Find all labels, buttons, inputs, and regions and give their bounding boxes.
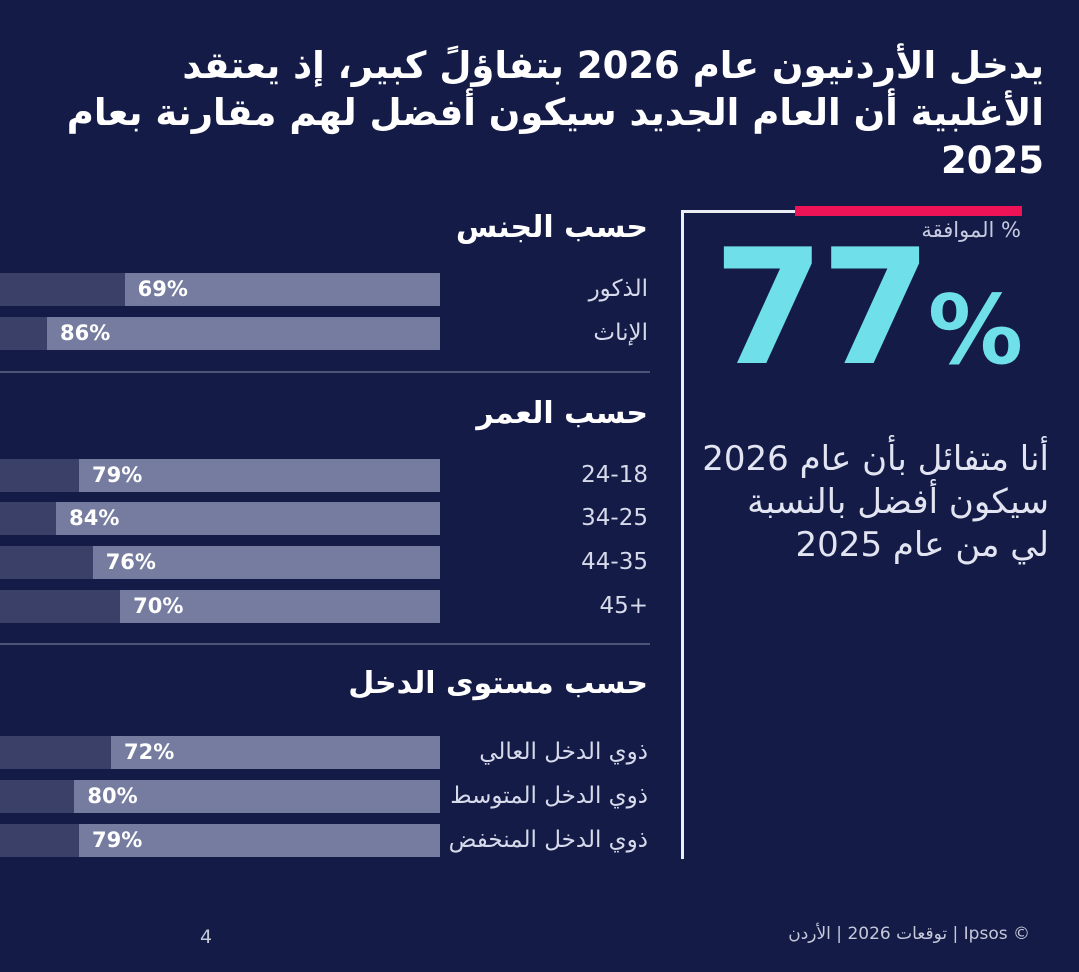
headline-statistic: 77% bbox=[713, 228, 1023, 388]
bar-value-label: 84% bbox=[69, 506, 120, 530]
page-number: 4 bbox=[200, 926, 213, 948]
bar-track: 80% bbox=[0, 780, 440, 813]
headline-statistic-value: 77 bbox=[713, 214, 932, 401]
section-header-age: حسب العمر bbox=[476, 396, 648, 431]
bar-track: 76% bbox=[0, 546, 440, 579]
bar-fill-income-low: 79% bbox=[78, 824, 440, 857]
row-label-females: الإناث bbox=[593, 320, 648, 346]
bar-value-label: 80% bbox=[87, 784, 138, 808]
bar-fill-age-18-24: 79% bbox=[78, 459, 440, 492]
section-header-gender: حسب الجنس bbox=[455, 210, 648, 245]
bar-fill-age-25-34: 84% bbox=[56, 502, 440, 535]
bar-fill-income-middle: 80% bbox=[74, 780, 440, 813]
accent-red-bar bbox=[795, 206, 1022, 216]
bar-track: 86% bbox=[0, 317, 440, 350]
bar-value-label: 79% bbox=[91, 463, 143, 487]
survey-statement: أنا متفائل بأن عام 2026 سيكون أفضل بالنس… bbox=[702, 439, 1049, 566]
row-label-age-45plus: 45+ bbox=[599, 593, 648, 619]
bar-fill-females: 86% bbox=[46, 317, 440, 350]
bar-track: 79% bbox=[0, 824, 440, 857]
bar-value-label: 72% bbox=[123, 740, 175, 764]
bar-value-label: 69% bbox=[137, 277, 188, 301]
bar-track: 72% bbox=[0, 736, 440, 769]
bar-value-label: 76% bbox=[105, 550, 156, 574]
bar-track: 79% bbox=[0, 459, 440, 492]
row-label-age-35-44: 44-35 bbox=[581, 549, 648, 575]
agreement-axis-label: % الموافقة bbox=[921, 218, 1021, 242]
panel-bracket-horizontal-line bbox=[681, 210, 795, 213]
bar-value-label: 86% bbox=[59, 321, 111, 345]
bar-track: 70% bbox=[0, 590, 440, 623]
copyright-source-text: © Ipsos | توقعات 2026 | الأردن bbox=[788, 924, 1030, 944]
percent-sign: % bbox=[927, 276, 1023, 386]
bar-fill-age-35-44: 76% bbox=[92, 546, 440, 579]
section-divider bbox=[0, 643, 650, 645]
section-header-income: حسب مستوى الدخل bbox=[348, 666, 648, 701]
bar-track: 84% bbox=[0, 502, 440, 535]
bar-value-label: 79% bbox=[91, 828, 143, 852]
bar-fill-males: 69% bbox=[124, 273, 440, 306]
bar-fill-age-45plus: 70% bbox=[120, 590, 440, 623]
row-label-income-low: ذوي الدخل المنخفض bbox=[448, 827, 648, 853]
row-label-income-high: ذوي الدخل العالي bbox=[479, 739, 648, 765]
bar-track: 69% bbox=[0, 273, 440, 306]
bar-value-label: 70% bbox=[133, 594, 184, 618]
row-label-age-25-34: 34-25 bbox=[581, 505, 648, 531]
row-label-income-middle: ذوي الدخل المتوسط bbox=[450, 783, 648, 809]
row-label-age-18-24: 24-18 bbox=[581, 462, 648, 488]
bar-fill-income-high: 72% bbox=[110, 736, 440, 769]
page-title: يدخل الأردنيون عام 2026 بتفاؤلً كبير، إذ… bbox=[66, 44, 1044, 182]
section-divider bbox=[0, 371, 650, 373]
panel-bracket-vertical-line bbox=[681, 211, 684, 859]
row-label-males: الذكور bbox=[588, 276, 648, 302]
